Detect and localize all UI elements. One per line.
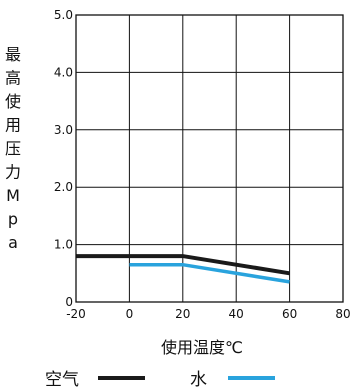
series-line-air: [76, 254, 290, 276]
y-axis-label-char: 力: [5, 163, 21, 182]
y-axis-label-char: M: [6, 186, 20, 205]
y-tick-label: 2.0: [54, 180, 73, 194]
y-axis-label-char: 使: [5, 92, 21, 111]
y-axis-label-char: 高: [5, 69, 21, 88]
x-tick-label: -20: [66, 307, 86, 321]
x-axis-label: 使用温度℃: [161, 338, 243, 357]
x-tick-label: 60: [282, 307, 297, 321]
y-tick-label: 3.0: [54, 123, 73, 137]
x-tick-label: 40: [229, 307, 244, 321]
x-tick-label: 20: [175, 307, 190, 321]
y-axis-label-char: 最: [5, 45, 21, 64]
legend: 空气 水: [45, 370, 275, 389]
y-tick-label: 1.0: [54, 238, 73, 252]
y-tick-label: 5.0: [54, 8, 73, 22]
y-axis-label-char: a: [8, 233, 18, 252]
y-axis-label-char: 用: [5, 116, 21, 135]
plot-frame: [75, 14, 344, 303]
y-axis-label-char: p: [8, 210, 18, 229]
x-tick-labels: -20 0 20 40 60 80: [66, 307, 350, 321]
y-tick-labels: 0 1.0 2.0 3.0 4.0 5.0: [54, 8, 73, 309]
series-line-water: [129, 262, 290, 284]
x-tick-label: 80: [335, 307, 350, 321]
legend-label-water: 水: [190, 370, 207, 389]
x-tick-label: 0: [126, 307, 134, 321]
grid-lines: [76, 15, 343, 302]
legend-label-air: 空气: [45, 370, 79, 389]
y-tick-label: 4.0: [54, 65, 73, 79]
y-tick-label: 0: [65, 295, 73, 309]
y-axis-label-char: 压: [5, 139, 21, 158]
series-layer: [76, 254, 290, 284]
